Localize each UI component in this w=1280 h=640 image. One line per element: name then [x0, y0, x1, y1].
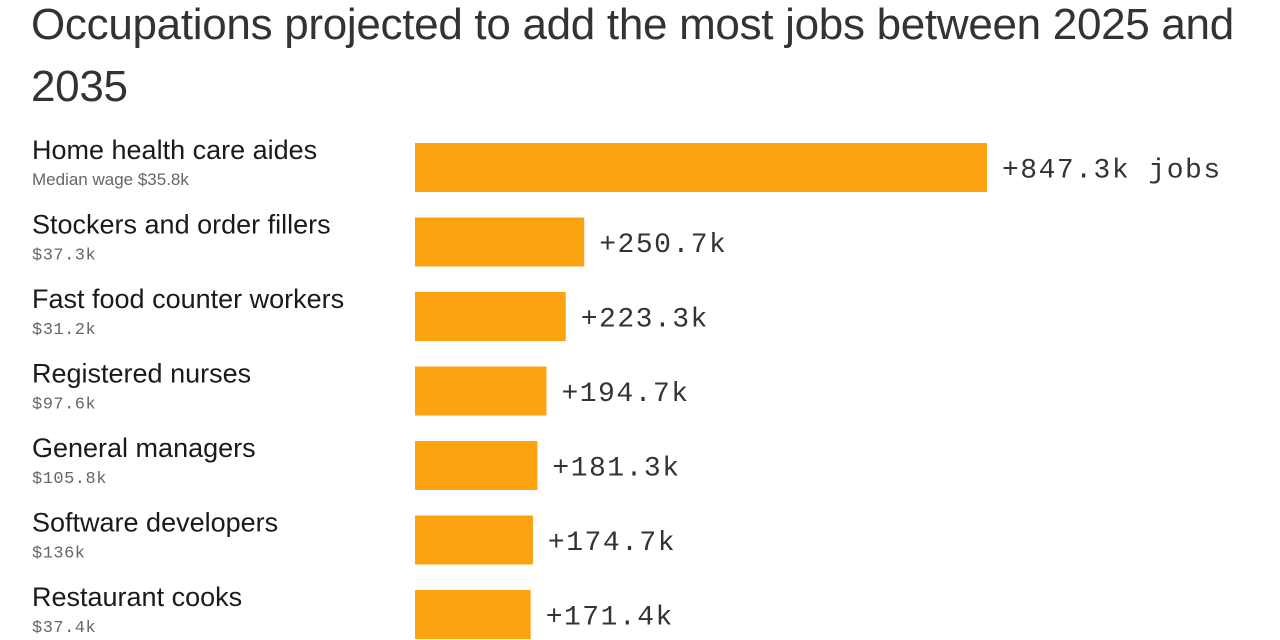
category-label: Fast food counter workers — [32, 284, 344, 314]
median-wage-label: $37.3k — [32, 247, 96, 266]
value-label: +174.7k — [548, 528, 676, 559]
bar — [415, 292, 566, 341]
median-wage-label: Median wage $35.8k — [32, 170, 189, 189]
bar — [415, 366, 547, 416]
bar — [415, 590, 531, 639]
chart-title: Occupations projected to add the most jo… — [31, 0, 1234, 111]
value-label: +223.3k — [581, 305, 709, 336]
value-label: +847.3k jobs — [1002, 156, 1222, 187]
median-wage-label: $136k — [32, 545, 86, 564]
median-wage-label: $105.8k — [32, 470, 107, 489]
category-label: Stockers and order fillers — [32, 210, 331, 240]
category-label: Home health care aides — [32, 135, 317, 165]
value-label: +181.3k — [552, 454, 680, 485]
median-wage-label: $97.6k — [32, 396, 96, 415]
category-label: General managers — [32, 433, 256, 463]
bar — [415, 143, 987, 192]
category-label: Registered nurses — [32, 359, 251, 389]
median-wage-label: $31.2k — [32, 321, 96, 340]
bar — [415, 217, 585, 267]
category-label: Software developers — [32, 508, 278, 538]
median-wage-label: $37.4k — [32, 619, 96, 638]
category-label: Restaurant cooks — [32, 582, 242, 612]
value-label: +171.4k — [546, 603, 674, 634]
value-label: +194.7k — [561, 379, 689, 410]
value-label: +250.7k — [599, 230, 727, 261]
bar — [415, 441, 538, 490]
bar — [415, 515, 533, 565]
